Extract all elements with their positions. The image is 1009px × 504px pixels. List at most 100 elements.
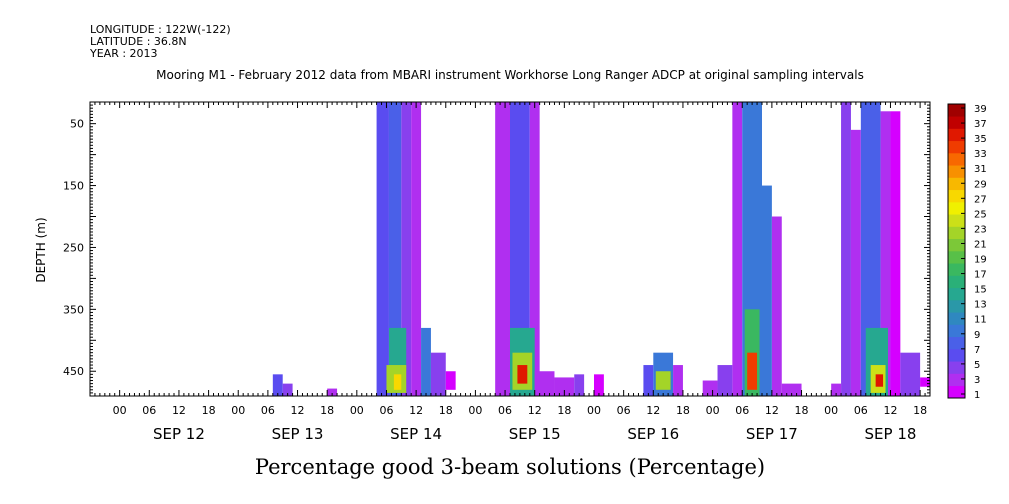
latitude-label: LATITUDE : 36.8N <box>90 35 187 48</box>
colorbar-swatch <box>948 373 965 387</box>
heatmap-cell <box>445 371 456 390</box>
colorbar-swatch <box>948 300 965 313</box>
colorbar-swatch <box>948 226 965 240</box>
colorbar-label: 21 <box>974 239 987 250</box>
heatmap-cell <box>831 383 842 396</box>
heatmap-cell <box>771 216 782 396</box>
colorbar-label: 39 <box>974 104 987 115</box>
heatmap-cell <box>574 374 585 396</box>
y-tick-label: 250 <box>63 241 84 254</box>
y-tick-label: 50 <box>70 118 84 131</box>
colorbar-swatch <box>948 312 965 325</box>
heatmap-cell <box>529 102 540 396</box>
colorbar-swatch <box>948 263 965 276</box>
x-tick-label: 06 <box>617 404 631 417</box>
colorbar-label: 15 <box>974 285 987 296</box>
x-tick-label: 00 <box>587 404 601 417</box>
heatmap-cell <box>747 352 758 390</box>
colorbar-label: 37 <box>974 119 987 130</box>
colorbar-label: 5 <box>974 360 980 371</box>
heatmap-cell <box>430 352 446 396</box>
x-day-label: SEP 12 <box>153 425 205 443</box>
x-tick-label: 18 <box>439 404 453 417</box>
x-day-label: SEP 16 <box>627 425 679 443</box>
x-day-label: SEP 15 <box>509 425 561 443</box>
colorbar-swatch <box>948 165 965 178</box>
x-tick-label: 12 <box>172 404 186 417</box>
colorbar-swatch <box>948 177 965 191</box>
colorbar-label: 3 <box>974 375 980 386</box>
year-label: YEAR : 2013 <box>90 47 158 60</box>
y-tick-label: 350 <box>63 303 84 316</box>
heatmap-cell <box>272 374 283 396</box>
x-day-label: SEP 13 <box>272 425 324 443</box>
heatmap-cell <box>388 327 407 372</box>
colorbar-swatch <box>948 275 965 289</box>
heatmap-cell <box>534 371 555 396</box>
colorbar-label: 27 <box>974 194 987 205</box>
x-tick-label: 06 <box>261 404 275 417</box>
x-tick-label: 18 <box>795 404 809 417</box>
heatmap-cell <box>875 374 884 387</box>
colorbar-swatch <box>948 140 965 154</box>
heatmap-cell <box>880 111 891 396</box>
colorbar-swatch <box>948 349 965 362</box>
x-tick-label: 18 <box>557 404 571 417</box>
colorbar-frame <box>947 103 966 399</box>
x-axis: 00 06 12 18 00 06 12 18 00 06 12 18 00 06 12 18 00 06 12 18… <box>89 102 931 443</box>
heatmap-cell <box>594 374 604 396</box>
heatmap-cell <box>376 102 389 396</box>
x-day-label: SEP 18 <box>865 425 917 443</box>
longitude-label: LONGITUDE : 122W(-122) <box>90 23 231 36</box>
heatmap-cell <box>401 102 412 396</box>
chart-title: Mooring M1 - February 2012 data from MBA… <box>156 68 864 82</box>
colorbar-label: 7 <box>974 345 980 356</box>
colorbar-label: 1 <box>974 390 980 401</box>
heatmap-cell <box>388 102 402 396</box>
x-tick-label: 06 <box>854 404 868 417</box>
colorbar-label: 31 <box>974 164 987 175</box>
colorbar-swatch <box>948 238 965 252</box>
x-tick-label: 12 <box>765 404 779 417</box>
colorbar-label: 35 <box>974 134 987 145</box>
colorbar-swatch <box>948 385 965 399</box>
heatmap-cell <box>411 102 422 396</box>
x-tick-label: 12 <box>646 404 660 417</box>
y-axis: 50 150 250 350 450 <box>63 101 930 397</box>
heatmap-cell <box>850 129 861 396</box>
heatmap-cell <box>517 365 528 384</box>
colorbar-swatch <box>948 214 965 227</box>
heatmap-cell <box>890 111 901 396</box>
colorbar-swatch <box>948 251 965 264</box>
x-tick-label: 00 <box>468 404 482 417</box>
x-tick-label: 00 <box>350 404 364 417</box>
heatmap-cell <box>762 185 772 396</box>
colorbar-label: 9 <box>974 330 980 341</box>
colorbar-label: 19 <box>974 255 987 266</box>
heatmap-cell <box>781 383 802 396</box>
colorbar-swatch <box>948 202 965 215</box>
x-tick-label: 06 <box>379 404 393 417</box>
colorbar-label: 23 <box>974 224 987 235</box>
heatmap-cell <box>841 102 851 396</box>
x-tick-label: 06 <box>498 404 512 417</box>
heatmap-cell <box>393 374 402 390</box>
y-tick-label: 450 <box>63 365 84 378</box>
x-tick-label: 18 <box>320 404 334 417</box>
heatmap-cell <box>717 365 733 396</box>
heatmap-cell <box>673 365 683 396</box>
x-tick-label: 00 <box>706 404 720 417</box>
colorbar-swatch <box>948 336 965 350</box>
heatmap-cell <box>510 102 530 396</box>
heatmap-cell <box>421 327 431 396</box>
heatmap-cell <box>327 388 338 396</box>
colorbar-swatch <box>948 116 965 129</box>
x-tick-label: 12 <box>528 404 542 417</box>
chart-footer: Percentage good 3-beam solutions (Percen… <box>254 455 766 479</box>
colorbar-label: 17 <box>974 270 987 281</box>
colorbar-swatch <box>948 361 965 374</box>
heatmap-cell <box>860 102 881 396</box>
colorbar-swatch <box>948 287 965 301</box>
